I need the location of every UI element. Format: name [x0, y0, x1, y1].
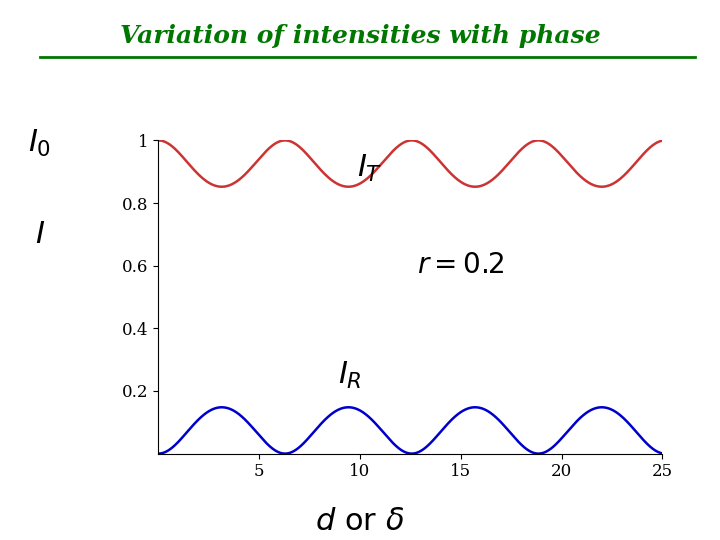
- Text: $I$: $I$: [35, 219, 45, 251]
- Text: $d\ \mathrm{or}\ \delta$: $d\ \mathrm{or}\ \delta$: [315, 505, 405, 537]
- Text: $r = 0.2$: $r = 0.2$: [417, 252, 505, 279]
- Text: $I_T$: $I_T$: [357, 153, 383, 184]
- Text: $I_R$: $I_R$: [338, 360, 362, 391]
- Text: $I_0$: $I_0$: [28, 127, 51, 159]
- Text: Variation of intensities with phase: Variation of intensities with phase: [120, 24, 600, 48]
